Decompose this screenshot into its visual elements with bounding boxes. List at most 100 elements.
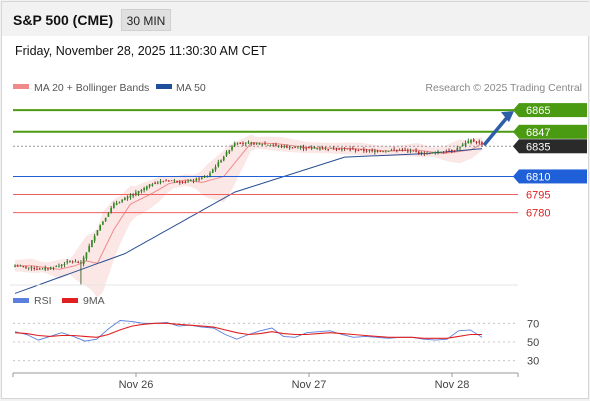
ma50-line: [14, 148, 483, 294]
candle-body: [214, 167, 217, 170]
candle-body: [49, 267, 52, 269]
candle-body: [93, 236, 96, 241]
candle-body: [189, 180, 192, 182]
candle-body: [464, 143, 467, 146]
candle-body: [332, 148, 335, 150]
candle-body: [52, 267, 55, 269]
ma50-legend-label: MA 50: [176, 82, 206, 94]
candle-body: [118, 202, 121, 204]
candle-body: [228, 150, 231, 153]
rsi-legend-label: RSI: [34, 295, 52, 307]
ma9-legend-label: 9MA: [83, 295, 105, 307]
candle-body: [99, 225, 102, 231]
level-label-6865: 6865: [526, 105, 550, 117]
candle-body: [217, 162, 220, 167]
candle-body: [341, 148, 343, 150]
bollinger-band-fill: [15, 134, 482, 298]
price-levels: [13, 109, 518, 214]
candle-body: [258, 143, 261, 145]
level-tag-6847: [519, 124, 587, 139]
candle-body: [475, 141, 478, 143]
candle-body: [209, 173, 211, 176]
candle-body: [91, 240, 93, 248]
candle-body: [140, 190, 143, 192]
candle-body: [401, 149, 404, 151]
candle-body: [393, 149, 395, 151]
rsi-tick-label: 50: [527, 337, 539, 349]
candle-body: [58, 265, 60, 267]
time-tick-label: Nov 26: [119, 379, 154, 391]
candle-body: [467, 140, 470, 144]
level-label-6835: 6835: [526, 141, 550, 153]
candle-body: [379, 151, 382, 152]
candle-body: [272, 145, 275, 147]
candle-body: [96, 230, 99, 236]
candle-body: [41, 268, 44, 270]
candle-body: [115, 203, 118, 205]
candle-body: [19, 265, 22, 267]
candle-body: [200, 177, 203, 180]
candle-body: [82, 257, 85, 265]
candle-body: [286, 146, 288, 148]
candle-body: [146, 186, 148, 190]
candle-body: [225, 151, 228, 156]
candle-body: [338, 149, 340, 150]
rsi-panel: 70 50 30: [13, 318, 539, 368]
candle-body: [69, 260, 71, 262]
candle-body: [398, 149, 401, 151]
candle-body: [239, 142, 242, 144]
candle-body: [176, 181, 178, 183]
candle-body: [132, 194, 134, 197]
candle-body: [38, 268, 41, 270]
time-axis: Nov 26 Nov 27 Nov 28: [12, 372, 519, 391]
candle-body: [404, 149, 406, 151]
candle-body: [406, 150, 409, 152]
candle-body: [368, 150, 371, 152]
candle-body: [437, 151, 439, 153]
candle-body: [63, 264, 66, 265]
candle-body: [390, 150, 393, 151]
candle-body: [88, 246, 91, 252]
candle-body: [310, 147, 313, 149]
candle-body: [275, 144, 277, 146]
level-label-6810: 6810: [526, 171, 550, 183]
candle-body: [231, 146, 233, 150]
candle-body: [242, 143, 244, 144]
bollinger-legend-label: MA 20 + Bollinger Bands: [34, 82, 149, 94]
candle-body: [442, 151, 445, 153]
rsi-legend-swatch: [13, 298, 29, 303]
candle-body: [420, 151, 423, 154]
candle-body: [36, 268, 38, 270]
candle-body: [428, 153, 431, 154]
candle-body: [77, 261, 80, 263]
candle-body: [335, 149, 338, 150]
candle-body: [247, 142, 250, 144]
candle-body: [253, 143, 255, 145]
candlesticks: [14, 138, 483, 285]
candle-body: [110, 207, 112, 213]
candle-body: [25, 266, 27, 268]
candle-body: [349, 149, 351, 151]
candle-body: [157, 182, 159, 184]
candle-body: [27, 267, 30, 269]
candle-body: [481, 142, 483, 145]
candle-body: [415, 150, 417, 152]
time-tick-label: Nov 28: [435, 379, 470, 391]
candle-body: [143, 187, 145, 191]
rsi-tick-label: 70: [527, 318, 539, 330]
candle-body: [255, 142, 258, 144]
candle-body: [244, 142, 247, 144]
candle-body: [187, 181, 189, 183]
candle-body: [74, 261, 77, 263]
candle-body: [277, 145, 280, 147]
title-bar: S&P 500 (CME) 30 MIN: [2, 2, 590, 36]
timeframe-button[interactable]: 30 MIN: [121, 9, 171, 31]
level-tag-pointer-6847: [513, 124, 519, 139]
level-tag-6865: [519, 103, 587, 118]
ma50-legend-swatch: [156, 84, 172, 89]
candle-body: [104, 217, 107, 221]
candle-body: [266, 144, 269, 146]
candle-body: [66, 261, 69, 263]
candle-body: [124, 197, 126, 201]
